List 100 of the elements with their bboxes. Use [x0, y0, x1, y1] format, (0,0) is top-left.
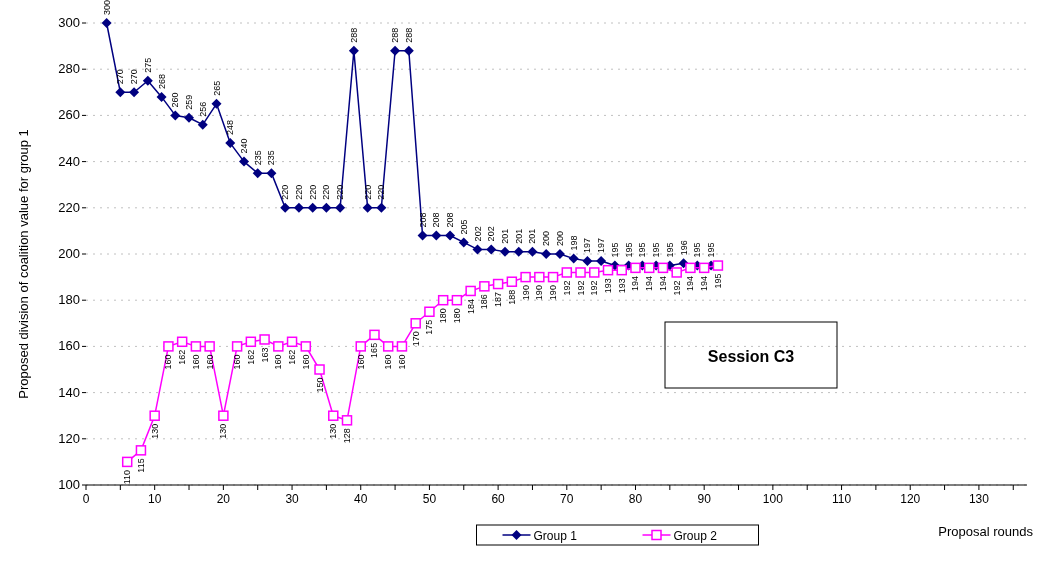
data-label: 130 — [149, 423, 160, 439]
point — [499, 246, 510, 257]
data-label: 195 — [623, 242, 634, 258]
point — [506, 276, 518, 287]
point — [300, 341, 312, 352]
data-label: 193 — [616, 278, 627, 294]
x-tick-label: 120 — [900, 492, 921, 506]
data-label: 160 — [300, 354, 311, 370]
point — [259, 334, 270, 345]
point — [513, 246, 524, 257]
x-tick-label: 90 — [697, 492, 712, 506]
data-label: 192 — [589, 280, 600, 296]
data-label: 192 — [575, 280, 586, 296]
y-tick-label: 220 — [58, 199, 80, 215]
data-label: 162 — [245, 349, 256, 365]
y-tick-label: 300 — [58, 15, 80, 30]
point — [465, 285, 476, 297]
point — [417, 230, 428, 241]
point — [698, 262, 710, 274]
data-label: 248 — [225, 120, 236, 136]
x-tick-label: 110 — [831, 492, 852, 506]
point — [492, 278, 504, 290]
point — [376, 202, 387, 213]
data-label: 195 — [651, 242, 662, 258]
point — [369, 329, 380, 341]
point — [582, 255, 593, 266]
point — [390, 45, 401, 56]
x-tick-label: 0 — [82, 492, 90, 506]
data-label: 162 — [177, 349, 188, 365]
legend-label: Group 1 — [533, 529, 578, 543]
x-tick-label: 40 — [354, 492, 368, 506]
data-label: 195 — [664, 242, 675, 258]
point — [472, 244, 483, 255]
point — [142, 75, 153, 86]
data-label: 195 — [609, 242, 620, 258]
data-label: 193 — [603, 278, 614, 294]
point — [575, 267, 586, 278]
data-label: 150 — [314, 377, 325, 393]
data-label: 160 — [273, 354, 284, 370]
point — [348, 45, 359, 56]
legend-label: Group 2 — [673, 529, 718, 543]
data-label: 160 — [190, 354, 201, 370]
data-label: 160 — [204, 354, 215, 370]
data-label: 200 — [541, 230, 552, 246]
data-label: 175 — [424, 319, 435, 335]
point — [190, 341, 202, 352]
data-label: 220 — [280, 184, 291, 200]
point — [451, 294, 463, 306]
data-label: 235 — [266, 150, 277, 166]
x-tick-label: 30 — [285, 492, 300, 506]
y-tick-label: 280 — [58, 61, 80, 77]
data-label: 188 — [506, 289, 517, 305]
point — [445, 230, 456, 241]
point — [115, 87, 126, 98]
y-tick-label: 240 — [58, 153, 80, 169]
data-label: 130 — [328, 423, 339, 439]
point — [596, 255, 607, 266]
data-label: 194 — [630, 275, 641, 291]
data-label: 165 — [369, 342, 380, 358]
point — [643, 262, 655, 274]
data-label: 220 — [293, 184, 304, 200]
data-label: 201 — [513, 228, 524, 244]
x-tick-label: 50 — [422, 492, 437, 506]
data-label: 194 — [685, 275, 696, 291]
x-tick-label: 20 — [216, 492, 231, 506]
y-axis-title: Proposed division of coalition value for group 1 — [16, 129, 31, 399]
point — [479, 281, 490, 292]
point — [335, 202, 346, 213]
x-tick-label: 100 — [762, 492, 784, 506]
point — [280, 202, 291, 213]
y-tick-label: 180 — [58, 292, 80, 308]
data-label: 288 — [390, 27, 401, 43]
data-label: 220 — [376, 184, 387, 200]
data-label: 197 — [596, 237, 607, 253]
data-label: 300 — [101, 0, 112, 15]
data-label: 208 — [445, 212, 456, 228]
point — [129, 87, 140, 98]
data-label: 259 — [184, 94, 195, 110]
point — [671, 267, 682, 278]
point — [314, 364, 325, 375]
data-label: 195 — [706, 242, 717, 258]
data-label: 288 — [348, 27, 359, 43]
data-label: 202 — [486, 226, 497, 242]
point — [561, 267, 573, 278]
x-tick-label: 10 — [148, 492, 162, 506]
data-label: 195 — [637, 242, 648, 258]
point — [211, 98, 222, 109]
point — [589, 267, 600, 278]
point — [328, 410, 339, 421]
point — [396, 341, 408, 352]
data-label: 288 — [403, 27, 414, 43]
data-label: 192 — [561, 280, 572, 296]
point — [266, 168, 277, 179]
point — [547, 271, 559, 283]
data-label: 128 — [342, 428, 353, 444]
data-label: 187 — [493, 292, 504, 308]
point — [431, 230, 442, 241]
data-label: 208 — [417, 212, 428, 228]
point — [554, 249, 565, 259]
data-label: 190 — [534, 285, 545, 301]
